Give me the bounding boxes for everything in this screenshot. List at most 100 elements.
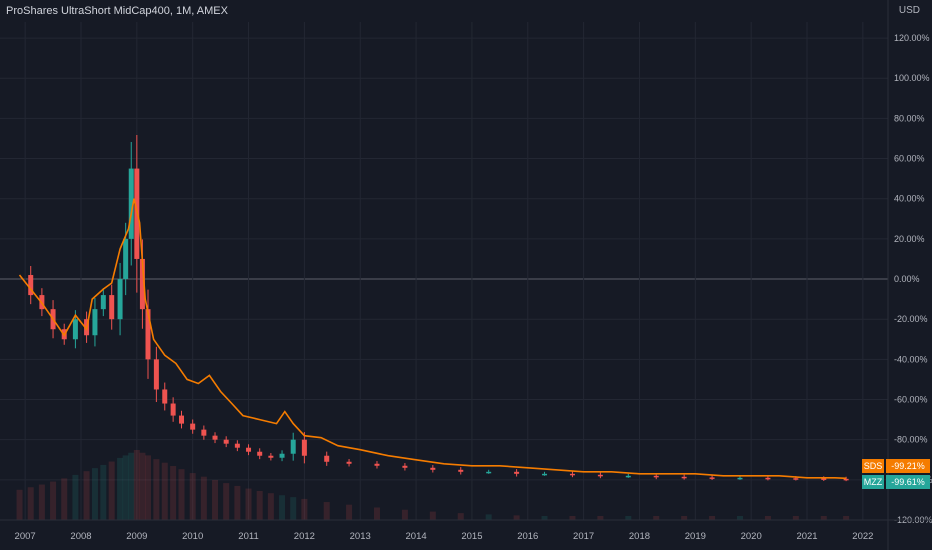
y-tick-label: 40.00% — [894, 194, 925, 204]
candle-body — [737, 477, 743, 480]
y-tick-label: -80.00% — [894, 435, 928, 445]
volume-bar — [792, 516, 799, 520]
candle-body — [268, 455, 274, 458]
sds-line-series — [18, 198, 847, 480]
candle-body — [514, 471, 520, 474]
y-tick-label: 60.00% — [894, 154, 925, 164]
candle-body — [597, 474, 603, 477]
volume-bar — [27, 487, 34, 520]
volume-bar — [133, 450, 140, 520]
candle-body — [128, 168, 134, 239]
candle-body — [793, 478, 799, 480]
candle-body — [430, 467, 436, 470]
volume-bar — [764, 516, 771, 520]
x-tick-label: 2018 — [629, 531, 650, 542]
sds-last-value-tag: SDS -99.21% — [862, 459, 930, 473]
candle-body — [301, 439, 307, 456]
series-name-label: SDS — [864, 461, 883, 471]
candle-body — [139, 258, 145, 310]
volume-bar — [153, 459, 160, 520]
candle-body — [279, 453, 285, 458]
candle-body — [123, 238, 129, 280]
candle-body — [458, 469, 464, 472]
candle-body — [257, 451, 263, 456]
candle-body — [92, 309, 98, 336]
volume-bar — [429, 511, 436, 520]
candle-body — [153, 359, 159, 390]
y-tick-label: -40.00% — [894, 354, 928, 364]
volume-bar — [569, 516, 576, 520]
series-value-label: -99.21% — [891, 461, 925, 471]
candle-body — [145, 309, 151, 360]
candle-body — [821, 478, 827, 480]
x-tick-label: 2012 — [294, 531, 315, 542]
candle-body — [486, 471, 492, 474]
y-axis[interactable]: 120.00% 100.00% 80.00% 60.00% 40.00% 20.00% 0.… — [887, 0, 932, 550]
candle-body — [234, 443, 240, 448]
volume-bar — [301, 498, 308, 520]
candle-body — [223, 439, 229, 444]
y-tick-label: 120.00% — [894, 33, 930, 43]
volume-bar — [843, 516, 850, 520]
candle-body — [709, 477, 715, 479]
y-tick-label: 0.00% — [894, 274, 920, 284]
volume-bar — [139, 452, 146, 520]
candle-body — [246, 447, 252, 452]
currency-label[interactable]: USD — [898, 5, 920, 16]
volume-bar — [16, 489, 23, 520]
candle-body — [569, 473, 575, 476]
series-value-label: -99.61% — [891, 477, 925, 487]
volume-bar — [401, 509, 408, 520]
volume-bar — [653, 516, 660, 520]
series-name-box — [862, 459, 884, 473]
series-value-box — [886, 475, 930, 489]
volume-bar — [50, 481, 57, 520]
x-axis[interactable]: 2007 2008 2009 2010 2011 2012 2013 2014 2015 2016… — [0, 519, 932, 542]
y-tick-label: -20.00% — [894, 314, 928, 324]
series-name-label: MZZ — [864, 477, 883, 487]
volume-bar — [145, 455, 151, 520]
volume-bar — [346, 504, 353, 520]
volume-bar — [200, 476, 207, 520]
volume-bar — [122, 455, 129, 520]
chart-title: ProShares UltraShort MidCap400, 1M, AMEX — [6, 5, 228, 17]
volume-bar — [457, 513, 464, 520]
volume-bar — [61, 478, 68, 520]
x-tick-label: 2007 — [15, 531, 36, 542]
y-tick-label: 100.00% — [894, 73, 930, 83]
last-value-tags: SDS -99.21% MZZ -99.61% — [862, 459, 930, 489]
volume-bar — [279, 495, 286, 520]
volume-bar — [178, 469, 185, 520]
y-tick-label: -60.00% — [894, 395, 928, 405]
volume-bar — [83, 471, 90, 520]
candle-body — [117, 279, 123, 320]
candle-body — [653, 475, 659, 478]
x-tick-label: 2014 — [406, 531, 427, 542]
volume-bar — [223, 483, 230, 520]
candle-body — [190, 423, 196, 430]
candle-body — [72, 319, 78, 340]
candle-body — [324, 455, 330, 462]
volume-bar — [820, 516, 827, 520]
candle-body — [290, 439, 296, 454]
candle-body — [374, 463, 380, 466]
candle-body — [100, 295, 106, 310]
sds-line — [18, 198, 847, 480]
series-name-box — [862, 475, 884, 489]
series-value-box — [886, 459, 930, 473]
candle-body — [843, 478, 849, 481]
x-tick-label: 2022 — [852, 531, 873, 542]
volume-bar — [267, 493, 274, 520]
x-tick-label: 2019 — [685, 531, 706, 542]
candle-body — [212, 435, 218, 440]
volume-bar — [100, 464, 107, 520]
candle-body — [402, 465, 408, 468]
candle-body — [162, 389, 168, 404]
candle-body — [625, 475, 631, 478]
x-tick-label: 2021 — [796, 531, 817, 542]
volume-bar — [212, 480, 219, 520]
candle-body — [201, 429, 207, 436]
candle-body — [179, 415, 185, 424]
